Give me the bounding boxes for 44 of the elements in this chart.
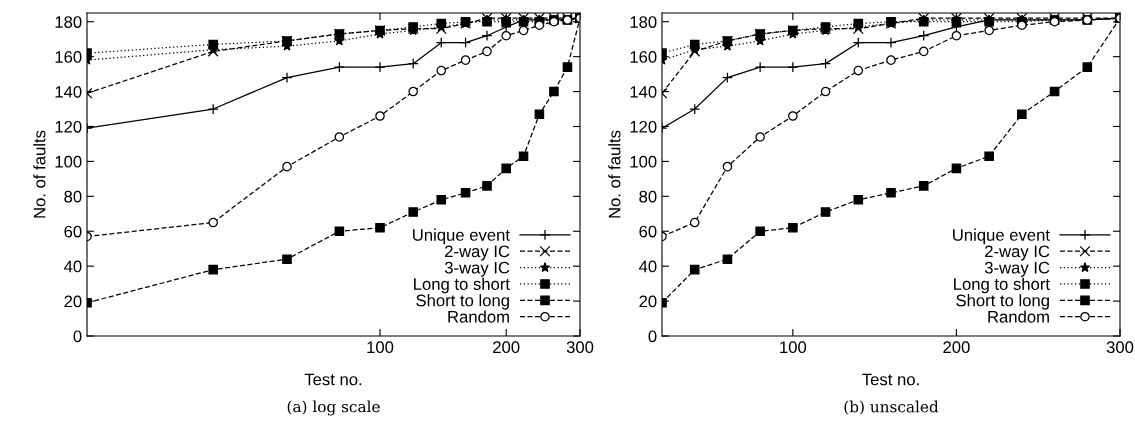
legend-label: 2-way IC	[445, 245, 510, 261]
y-tick-label: 100	[630, 155, 657, 168]
y-tick-label: 160	[630, 51, 657, 63]
y-tick-label: 140	[55, 85, 82, 98]
x-tick-label: 200	[493, 341, 520, 354]
legend-label: Unique event	[413, 228, 510, 245]
y-tick-label: 20	[639, 295, 657, 308]
legend-label: Random	[448, 310, 509, 323]
y-tick-label: 60	[64, 225, 82, 238]
legend-label: 3-way IC	[984, 261, 1050, 277]
y-tick-label: 20	[64, 295, 82, 308]
x-axis-title: Test no.	[862, 373, 919, 386]
y-tick-label: 80	[64, 190, 82, 203]
legend-label: Short to long	[416, 294, 509, 310]
y-tick-label: 0	[73, 330, 82, 343]
legend-label: Long to short	[414, 277, 510, 294]
x-tick-label: 100	[367, 341, 394, 354]
y-tick-label: 120	[630, 120, 657, 133]
x-tick-label: 200	[943, 341, 970, 354]
y-tick-label: 100	[55, 155, 82, 168]
y-tick-label: 180	[630, 16, 657, 28]
y-axis-title: No. of faults	[33, 130, 46, 218]
y-tick-label: 40	[63, 260, 82, 273]
y-tick-label: 60	[639, 225, 657, 238]
y-tick-label: 40	[638, 260, 657, 273]
legend-label: Long to short	[954, 277, 1050, 294]
legend-label: 2-way IC	[985, 245, 1050, 261]
y-tick-label: 140	[630, 85, 657, 98]
x-tick-label: 300	[1106, 341, 1134, 354]
text: (a) log scale	[287, 400, 380, 416]
legend-label: 3-way IC	[444, 261, 510, 277]
y-tick-label: 180	[55, 16, 82, 28]
y-tick-label: 80	[639, 190, 657, 203]
legend-label: Short to long	[956, 294, 1049, 310]
y-tick-label: 160	[55, 51, 82, 63]
x-tick-label: 100	[780, 341, 807, 354]
y-axis-title: No. of faults	[608, 130, 621, 218]
x-axis-title: Test no.	[304, 373, 362, 386]
y-tick-label: 0	[648, 330, 657, 343]
legend-label: Random	[988, 310, 1049, 323]
y-tick-label: 120	[55, 120, 82, 133]
x-tick-label: 300	[566, 341, 594, 354]
text: (b) unscaled	[844, 400, 939, 415]
legend-label: Unique event	[953, 228, 1050, 245]
